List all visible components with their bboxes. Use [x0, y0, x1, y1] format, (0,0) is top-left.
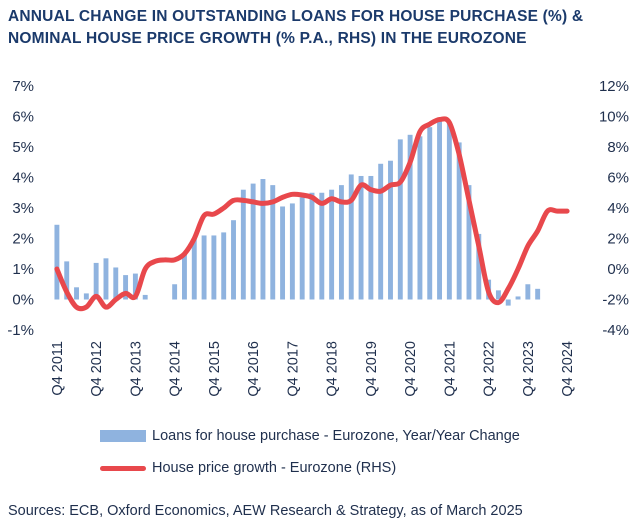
bar-loans — [525, 284, 531, 300]
y-left-tick-label: -1% — [7, 322, 34, 339]
y-right-tick-label: 10% — [599, 109, 629, 126]
y-left-tick-label: 6% — [12, 109, 34, 126]
bar-loans — [260, 179, 266, 300]
bar-loans — [93, 262, 99, 300]
y-left-tick-label: 3% — [12, 200, 34, 217]
bar-loans — [348, 174, 354, 300]
bar-loans — [270, 185, 276, 300]
bar-loans — [123, 275, 129, 300]
bar-loans — [64, 261, 70, 300]
bar-loans — [132, 273, 138, 300]
y-right-tick-label: 12% — [599, 78, 629, 95]
bar-loans — [240, 189, 246, 300]
source-note: Sources: ECB, Oxford Economics, AEW Rese… — [8, 503, 523, 519]
y-left-tick-label: 0% — [12, 292, 34, 309]
legend-item-loans: Loans for house purchase - Eurozone, Yea… — [100, 425, 520, 447]
y-right-tick-label: 4% — [607, 200, 629, 217]
x-tick-label: Q4 2017 — [285, 341, 301, 397]
bar-loans — [250, 183, 256, 300]
y-right-tick-label: 8% — [607, 139, 629, 156]
legend-label-house-price: House price growth - Eurozone (RHS) — [152, 460, 397, 476]
x-tick-label: Q4 2021 — [442, 341, 458, 397]
x-tick-label: Q4 2012 — [89, 341, 105, 397]
chart-title: ANNUAL CHANGE IN OUTSTANDING LOANS FOR H… — [8, 6, 628, 50]
bar-loans — [211, 235, 217, 300]
bar-loans — [535, 288, 541, 300]
bar-loans — [103, 258, 109, 300]
y-right-tick-label: 2% — [607, 231, 629, 248]
bar-loans — [505, 299, 511, 306]
x-tick-label: Q4 2023 — [521, 341, 537, 397]
line-house-price-growth — [54, 116, 570, 312]
bar-loans — [397, 139, 403, 300]
legend-swatch-house-price — [100, 465, 146, 471]
bar-loans — [182, 253, 187, 300]
y-left-tick-label: 5% — [12, 139, 34, 156]
bar-loans — [299, 197, 305, 300]
x-tick-label: Q4 2014 — [168, 341, 184, 397]
bar-loans — [54, 224, 60, 300]
bar-loans — [329, 189, 335, 300]
bar-loans — [201, 235, 207, 300]
bar-loans — [319, 192, 325, 300]
y-left-tick-label: 1% — [12, 261, 34, 278]
bar-loans — [437, 121, 442, 300]
bar-loans — [456, 142, 462, 300]
y-right-tick-label: -4% — [602, 322, 629, 339]
legend-label-loans: Loans for house purchase - Eurozone, Yea… — [152, 428, 520, 444]
y-right-tick-label: -2% — [602, 292, 629, 309]
bar-loans — [309, 192, 315, 300]
y-left-tick-label: 4% — [12, 170, 34, 187]
y-left-tick-label: 2% — [12, 231, 34, 248]
bar-loans — [368, 175, 374, 300]
chart-title-line-1: ANNUAL CHANGE IN OUTSTANDING LOANS FOR H… — [8, 8, 584, 25]
x-tick-label: Q4 2024 — [560, 341, 576, 397]
bar-loans — [280, 206, 286, 300]
bar-loans — [142, 294, 148, 300]
bar-loans — [446, 122, 452, 300]
bar-loans — [427, 127, 433, 300]
legend-item-house-price: House price growth - Eurozone (RHS) — [100, 457, 396, 479]
y-right-tick-label: 0% — [607, 261, 629, 278]
bar-loans — [495, 290, 501, 300]
bar-loans — [191, 238, 197, 300]
bar-loans — [74, 287, 79, 300]
x-tick-label: Q4 2013 — [128, 341, 144, 397]
bar-loans — [289, 203, 295, 300]
bar-loans — [221, 232, 227, 300]
bar-loans — [358, 175, 364, 300]
bar-loans — [113, 267, 119, 300]
bar-loans — [231, 220, 236, 300]
bar-loans — [515, 296, 521, 300]
y-left-tick-label: 7% — [12, 78, 34, 95]
bar-loans — [338, 185, 344, 300]
bar-loans — [378, 163, 384, 300]
x-tick-label: Q4 2011 — [50, 341, 66, 396]
x-tick-label: Q4 2018 — [325, 341, 341, 397]
x-tick-label: Q4 2016 — [246, 341, 262, 397]
y-right-tick-label: 6% — [607, 170, 629, 187]
chart-title-line-2: NOMINAL HOUSE PRICE GROWTH (% P.A., RHS)… — [8, 30, 527, 47]
x-tick-label: Q4 2020 — [403, 341, 419, 397]
x-tick-label: Q4 2019 — [364, 341, 380, 397]
bar-loans — [172, 284, 178, 300]
legend-swatch-loans — [100, 430, 146, 442]
bar-loans — [83, 293, 89, 300]
bar-loans — [466, 185, 472, 300]
bar-loans — [407, 134, 413, 300]
x-tick-label: Q4 2015 — [207, 341, 223, 397]
bar-loans — [388, 160, 393, 300]
x-tick-label: Q4 2022 — [482, 341, 498, 397]
bar-loans — [476, 233, 482, 300]
bar-loans — [417, 136, 423, 300]
